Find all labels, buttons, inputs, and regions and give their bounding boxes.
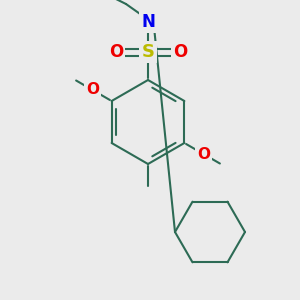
Text: O: O — [109, 43, 123, 61]
Text: O: O — [197, 146, 210, 161]
Text: O: O — [173, 43, 187, 61]
Text: N: N — [141, 13, 155, 31]
Text: O: O — [86, 82, 99, 98]
Text: S: S — [142, 43, 154, 61]
